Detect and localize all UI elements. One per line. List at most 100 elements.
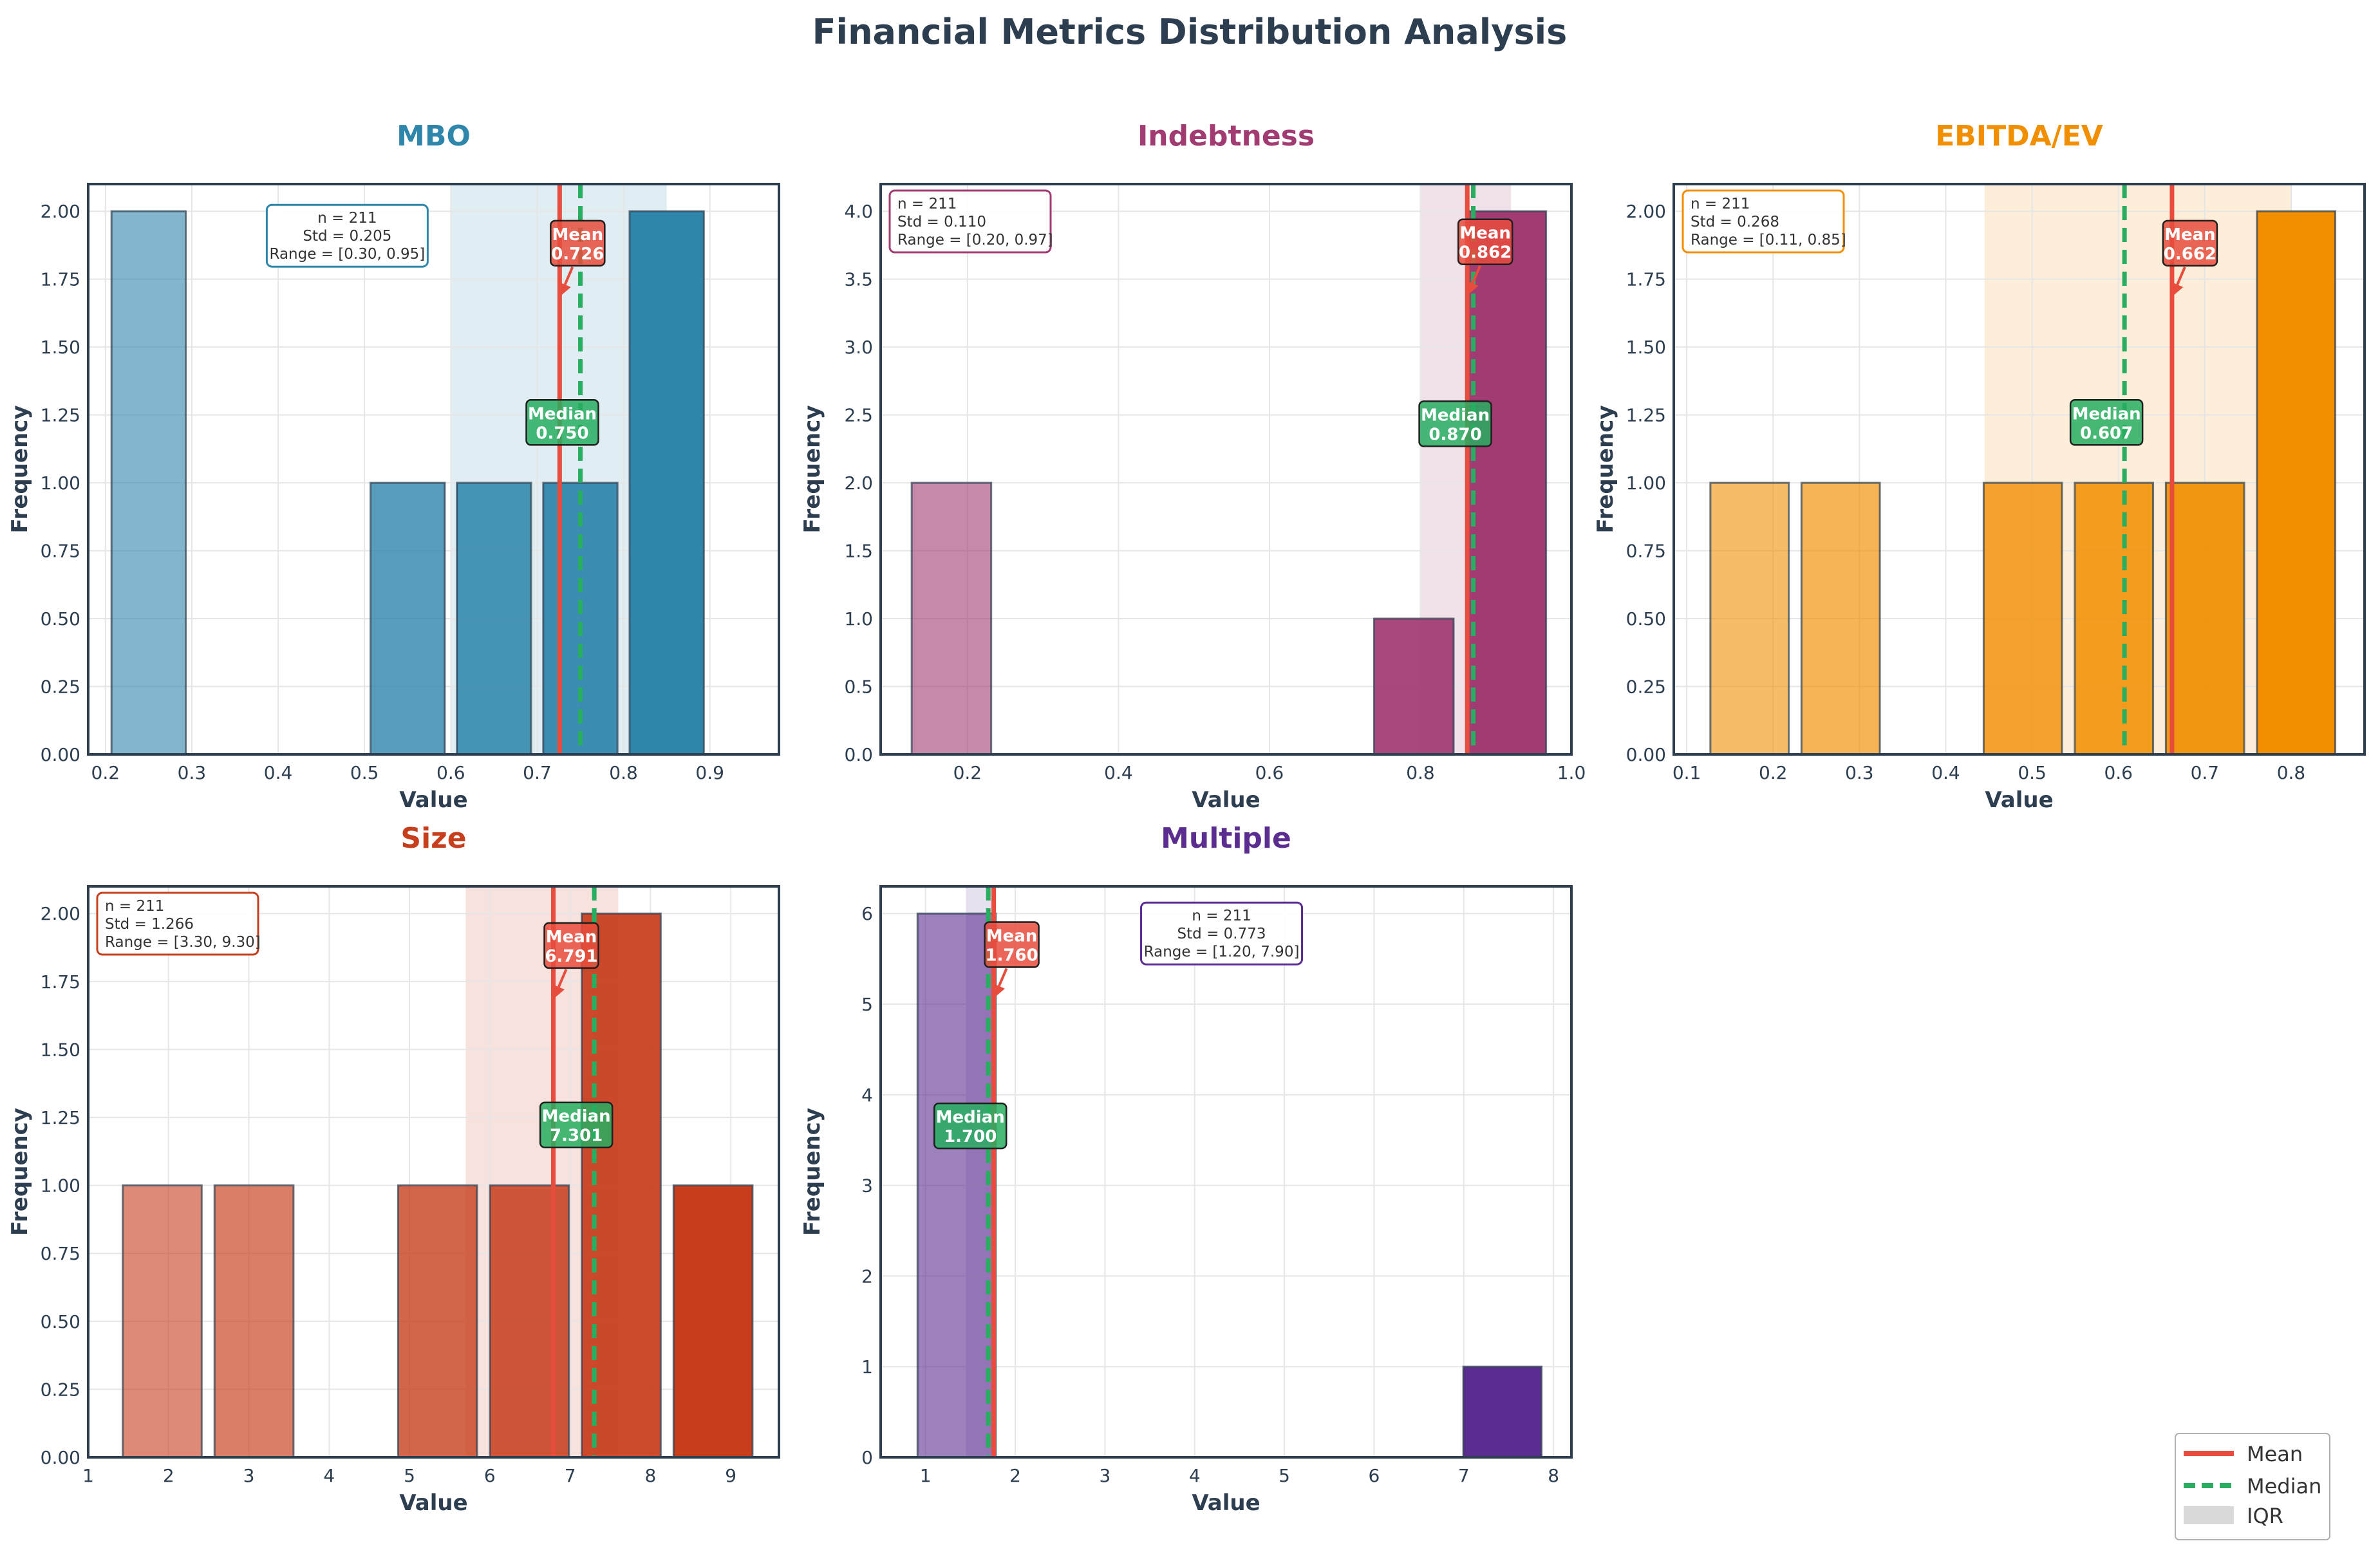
ebitda-ev-xtick-label: 0.1 <box>1673 762 1701 783</box>
size-ytick-label: 1.00 <box>41 1175 80 1197</box>
multiple-mean-arrow <box>993 967 1008 998</box>
ebitda-ev-title: EBITDA/EV <box>1935 120 2103 153</box>
mbo-mean-label-title: Mean <box>552 225 604 245</box>
multiple-ytick-label: 3 <box>861 1175 873 1197</box>
ebitda-ev-ytick-label: 1.75 <box>1626 269 1666 290</box>
ebitda-ev-bar <box>1709 481 1790 756</box>
ebitda-ev-bar <box>2074 481 2155 756</box>
indebtness-stats-n: n = 211 <box>897 196 957 212</box>
indebtness-ytick-label: 1.0 <box>844 608 873 630</box>
indebtness-bar <box>1465 210 1548 756</box>
size-ytick-label: 2.00 <box>41 903 80 924</box>
mbo-xtick-label: 0.4 <box>264 762 293 783</box>
size-stats-std: Std = 1.266 <box>105 916 194 933</box>
size-ytick-label: 1.50 <box>41 1039 80 1060</box>
size-xtick-label: 4 <box>323 1465 335 1486</box>
multiple-title: Multiple <box>1161 822 1291 855</box>
figure-title: Financial Metrics Distribution Analysis <box>812 12 1568 52</box>
size-bar <box>397 1184 478 1459</box>
mbo-xtick-label: 0.6 <box>436 762 465 783</box>
size-stats-range: Range = [3.30, 9.30] <box>105 934 261 951</box>
mbo-xtick-label: 0.5 <box>350 762 379 783</box>
ebitda-ev-bar <box>1982 481 2063 756</box>
ebitda-ev-median-label-value: 0.607 <box>2080 424 2133 443</box>
size-xtick-label: 5 <box>404 1465 415 1486</box>
indebtness-median-label-box <box>1418 400 1492 447</box>
indebtness-stats-range: Range = [0.20, 0.97] <box>897 232 1053 248</box>
size-ytick-label: 0.50 <box>41 1311 80 1332</box>
multiple-y-axis-label: Frequency <box>800 1108 825 1236</box>
indebtness-ytick-label: 1.5 <box>844 541 873 562</box>
ebitda-ev-mean-label-box <box>2162 219 2218 267</box>
ebitda-ev-stats-frame <box>1682 189 1845 254</box>
multiple-ytick-label: 6 <box>861 903 873 924</box>
mbo-x-axis-label: Value <box>399 787 467 813</box>
size-axes-frame <box>87 885 780 1459</box>
indebtness-title: Indebtness <box>1138 120 1315 153</box>
ebitda-ev-xtick-label: 0.2 <box>1759 762 1788 783</box>
mbo-xtick-label: 0.2 <box>91 762 120 783</box>
indebtness-median-label-value: 0.870 <box>1429 425 1481 444</box>
mbo-bar <box>456 481 532 756</box>
mbo-ytick-label: 1.50 <box>41 337 80 358</box>
ebitda-ev-mean-label-value: 0.662 <box>2164 245 2216 264</box>
ebitda-ev-bar <box>2164 481 2245 756</box>
size-bar <box>122 1184 203 1459</box>
ebitda-ev-xtick-label: 0.8 <box>2277 762 2306 783</box>
size-xtick-label: 7 <box>565 1465 576 1486</box>
mbo-median-label-title: Median <box>528 404 597 424</box>
mbo-ytick-label: 2.00 <box>41 201 80 222</box>
multiple-xtick-label: 3 <box>1099 1465 1110 1486</box>
multiple-mean-label-value: 1.760 <box>985 946 1038 966</box>
size-xtick-label: 9 <box>725 1465 736 1486</box>
ebitda-ev-axes-frame <box>1673 183 2366 756</box>
legend-mean-label: Mean <box>2247 1442 2303 1466</box>
mbo-title: MBO <box>397 120 471 153</box>
indebtness-bar <box>1373 617 1455 756</box>
size-y-axis-label: Frequency <box>7 1108 33 1236</box>
ebitda-ev-bar <box>1800 481 1881 756</box>
ebitda-ev-ytick-label: 2.00 <box>1626 201 1666 222</box>
indebtness-y-axis-label: Frequency <box>800 405 825 533</box>
indebtness-ytick-label: 0.5 <box>844 677 873 698</box>
multiple-bar <box>916 912 997 1459</box>
multiple-stats-box: n = 211 Std = 0.773 Range = [1.20, 7.90] <box>1140 901 1304 966</box>
indebtness-mean-arrow <box>1466 265 1482 295</box>
size-ytick-label: 0.00 <box>41 1447 80 1468</box>
indebtness-xtick-label: 0.8 <box>1406 762 1435 783</box>
size-median-label-value: 7.301 <box>550 1126 603 1146</box>
size-xtick-label: 1 <box>82 1465 94 1486</box>
ebitda-ev-stats-n: n = 211 <box>1691 196 1750 212</box>
indebtness-stats-box: n = 211 Std = 0.110 Range = [0.20, 0.97] <box>888 189 1053 254</box>
indebtness-stats-std: Std = 0.110 <box>897 214 986 230</box>
multiple-ytick-label: 1 <box>861 1356 873 1377</box>
ebitda-ev-ytick-label: 0.25 <box>1626 677 1666 698</box>
size-xtick-label: 2 <box>163 1465 174 1486</box>
indebtness-mean-label-value: 0.862 <box>1459 243 1512 263</box>
size-bar <box>489 1184 570 1459</box>
multiple-ytick-label: 4 <box>861 1085 873 1106</box>
ebitda-ev-mean-arrow <box>2171 266 2186 297</box>
size-ytick-label: 1.75 <box>41 971 80 993</box>
mbo-mean-label-box <box>550 219 606 267</box>
indebtness-ytick-label: 3.5 <box>844 269 873 290</box>
legend-iqr-label: IQR <box>2247 1504 2283 1528</box>
size-title: Size <box>400 822 466 855</box>
legend-iqr-swatch <box>2184 1506 2234 1524</box>
multiple-mean-label-title: Mean <box>986 927 1038 946</box>
mbo-ytick-label: 0.50 <box>41 608 80 630</box>
indebtness-stats-frame <box>888 189 1052 254</box>
indebtness-x-axis-label: Value <box>1192 787 1260 813</box>
size-ytick-label: 0.25 <box>41 1379 80 1400</box>
ebitda-ev-stats-std: Std = 0.268 <box>1691 214 1779 230</box>
indebtness-xtick-label: 0.4 <box>1104 762 1133 783</box>
